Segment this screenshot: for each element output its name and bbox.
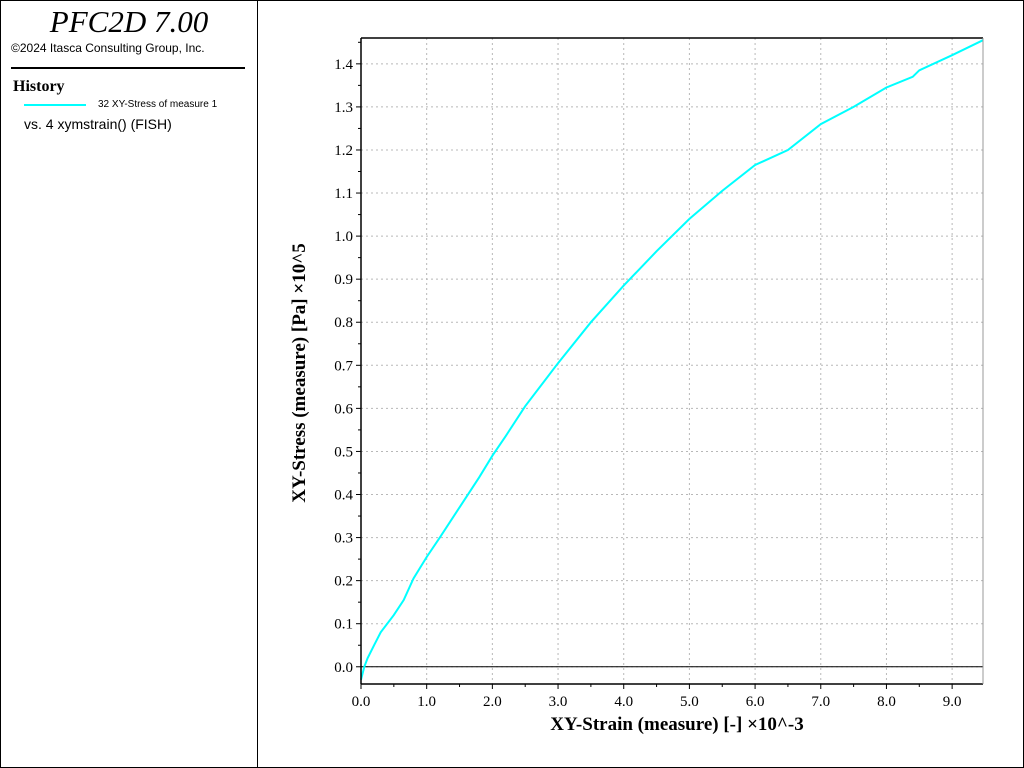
x-tick-label: 0.0 bbox=[352, 694, 371, 710]
y-tick-label: 1.2 bbox=[334, 143, 353, 159]
legend-series-label: 32 XY-Stress of measure 1 bbox=[98, 99, 218, 110]
y-tick-label: 1.4 bbox=[334, 57, 353, 73]
legend-swatch bbox=[24, 104, 86, 106]
copyright-text: ©2024 Itasca Consulting Group, Inc. bbox=[11, 41, 205, 55]
y-tick-label: 0.6 bbox=[334, 401, 353, 417]
x-tick-label: 9.0 bbox=[943, 694, 962, 710]
history-header: History bbox=[13, 78, 65, 95]
y-tick-label: 0.2 bbox=[334, 574, 353, 590]
y-tick-label: 0.8 bbox=[334, 315, 353, 331]
y-tick-label: 1.1 bbox=[334, 186, 353, 202]
y-tick-label: 0.3 bbox=[334, 531, 353, 547]
chart-plot: 0.0 1.0 2.0 3.0 4.0 5.0 6.0 7.0 8.0 9.0 0.0 0.1 0.2 0… bbox=[289, 37, 984, 735]
x-tick-label: 3.0 bbox=[549, 694, 568, 710]
y-tick-label: 1.0 bbox=[334, 229, 353, 245]
x-tick-label: 6.0 bbox=[746, 694, 765, 710]
x-tick-label: 5.0 bbox=[680, 694, 699, 710]
grid-lines bbox=[361, 38, 983, 684]
tick-labels: 0.0 1.0 2.0 3.0 4.0 5.0 6.0 7.0 8.0 9.0 0.0 0.1 0.2 0… bbox=[334, 57, 961, 710]
plot-axes bbox=[356, 37, 984, 689]
app-title: PFC2D 7.00 bbox=[49, 4, 209, 39]
y-axis-title: XY-Stress (measure) [Pa] ×10^5 bbox=[289, 243, 310, 503]
legend-vs-label: vs. 4 xymstrain() (FISH) bbox=[24, 116, 172, 132]
y-tick-label: 0.1 bbox=[334, 617, 353, 633]
y-tick-label: 0.7 bbox=[334, 358, 353, 374]
y-tick-label: 0.4 bbox=[334, 488, 353, 504]
y-tick-label: 0.0 bbox=[334, 660, 353, 676]
y-tick-label: 0.9 bbox=[334, 272, 353, 288]
legend-divider bbox=[11, 67, 245, 69]
x-tick-label: 7.0 bbox=[811, 694, 830, 710]
x-tick-label: 1.0 bbox=[417, 694, 436, 710]
x-tick-label: 8.0 bbox=[877, 694, 896, 710]
y-tick-label: 0.5 bbox=[334, 444, 353, 460]
y-tick-label: 1.3 bbox=[334, 100, 353, 116]
x-axis-title: XY-Strain (measure) [-] ×10^-3 bbox=[550, 714, 804, 735]
x-tick-label: 2.0 bbox=[483, 694, 502, 710]
x-tick-label: 4.0 bbox=[614, 694, 633, 710]
legend-panel: PFC2D 7.00 ©2024 Itasca Consulting Group… bbox=[1, 1, 258, 767]
series-line-xy-stress bbox=[360, 39, 984, 680]
